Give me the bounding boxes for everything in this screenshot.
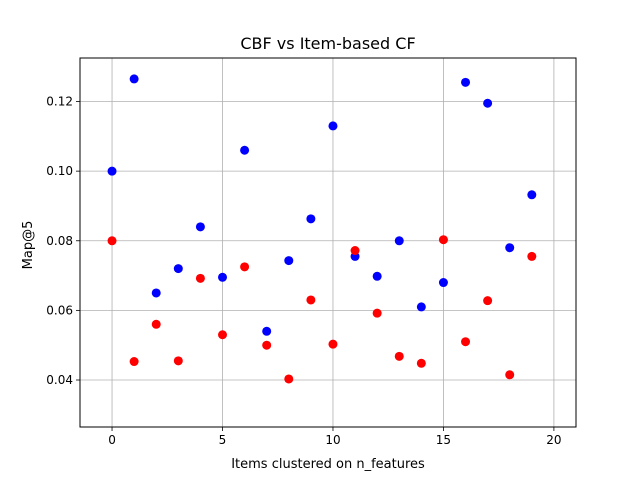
y-tick-label: 0.06 — [46, 303, 73, 317]
red-data-point — [107, 236, 117, 246]
blue-data-point — [483, 98, 493, 108]
y-tick-label: 0.12 — [46, 95, 73, 109]
blue-data-point — [151, 288, 161, 298]
red-data-point — [394, 351, 404, 361]
x-tick-label: 10 — [325, 433, 340, 447]
red-data-point — [350, 246, 360, 256]
blue-data-point — [372, 271, 382, 281]
red-data-point — [240, 262, 250, 272]
grid-lines — [80, 58, 576, 427]
blue-data-point — [195, 222, 205, 232]
red-data-point — [262, 340, 272, 350]
red-data-point — [284, 374, 294, 384]
x-tick-label: 20 — [546, 433, 561, 447]
red-data-point — [416, 358, 426, 368]
red-data-point — [173, 356, 183, 366]
blue-data-point — [262, 326, 272, 336]
red-data-point — [218, 330, 228, 340]
red-data-point — [328, 339, 338, 349]
blue-data-point — [284, 256, 294, 266]
red-data-point — [195, 273, 205, 283]
x-tick-label: 0 — [108, 433, 116, 447]
blue-data-point — [173, 264, 183, 274]
red-data-point — [151, 319, 161, 329]
blue-data-point — [438, 278, 448, 288]
chart-title: CBF vs Item-based CF — [240, 34, 415, 53]
red-data-point — [129, 357, 139, 367]
x-tick-label: 15 — [436, 433, 451, 447]
blue-data-point — [527, 190, 537, 200]
red-data-point — [505, 370, 515, 380]
red-data-point — [306, 295, 316, 305]
blue-data-point — [129, 74, 139, 84]
plot-area-frame — [79, 57, 577, 428]
red-data-point — [461, 337, 471, 347]
red-data-point — [438, 235, 448, 245]
y-tick-label: 0.10 — [46, 164, 73, 178]
x-axis-label: Items clustered on n_features — [231, 457, 425, 472]
blue-data-point — [461, 77, 471, 87]
y-axis-label: Map@5 — [21, 221, 36, 270]
blue-data-point — [328, 121, 338, 131]
axis-ticks: 0 5 10 15 20 0.04 0.06 0.08 0.10 0.12 — [46, 95, 561, 447]
blue-data-point — [240, 145, 250, 155]
red-data-point — [372, 308, 382, 318]
x-tick-label: 5 — [219, 433, 227, 447]
red-data-point — [527, 251, 537, 261]
blue-data-point — [107, 166, 117, 176]
blue-data-point — [306, 214, 316, 224]
data-points — [107, 74, 537, 384]
y-tick-label: 0.08 — [46, 234, 73, 248]
blue-data-point — [505, 243, 515, 253]
red-data-point — [483, 296, 493, 306]
blue-data-point — [394, 236, 404, 246]
blue-data-point — [218, 272, 228, 282]
y-tick-label: 0.04 — [46, 373, 73, 387]
blue-data-point — [416, 302, 426, 312]
